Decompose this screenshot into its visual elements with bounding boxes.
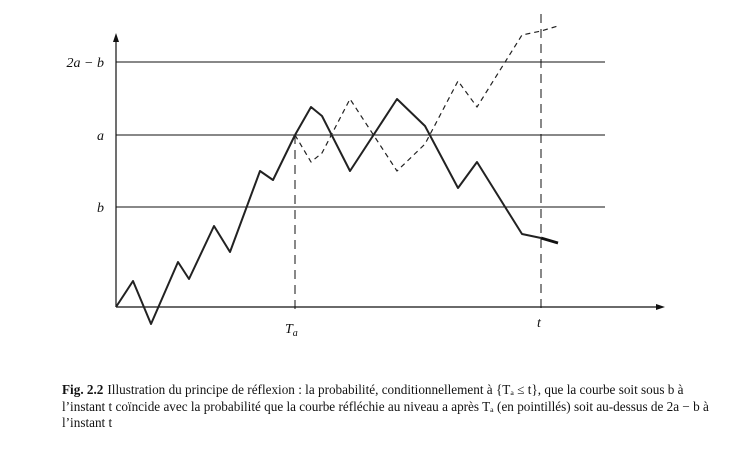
y-label-2a-minus-b: 2a − b (67, 56, 104, 71)
original-path-end (540, 236, 559, 245)
y-label-a: a (97, 129, 104, 144)
x-label-t: t (537, 316, 542, 331)
original-path (115, 98, 542, 325)
figure-caption: Fig. 2.2 Illustration du principe de réfl… (62, 382, 722, 432)
x-axis-arrow (656, 304, 665, 310)
caption-text: Illustration du principe de réflexion : … (62, 382, 709, 430)
y-axis-arrow (113, 33, 119, 42)
y-label-b: b (97, 201, 104, 216)
x-label-ta: Ta (285, 322, 298, 339)
caption-lead: Fig. 2.2 (62, 382, 104, 397)
reflection-principle-figure: 2a − b a b Ta t (67, 14, 665, 339)
reflected-path (294, 25, 559, 172)
